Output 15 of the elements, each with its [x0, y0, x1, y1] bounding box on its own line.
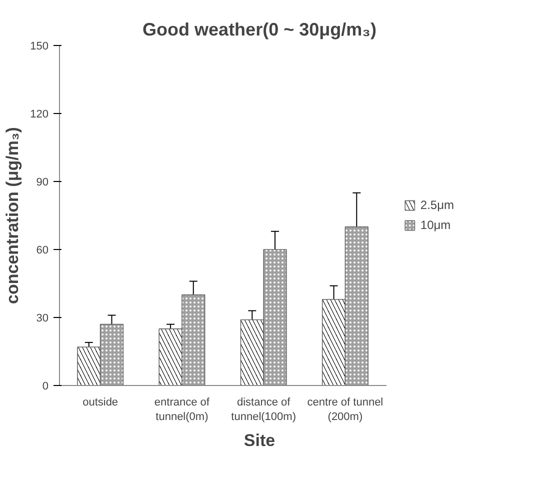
y-tick-label: 150 [30, 40, 49, 52]
x-tick-label: centre of tunnel (200m) [307, 396, 384, 423]
x-tick-label: entrance of tunnel(0m) [154, 396, 210, 423]
x-tick-label: outside [82, 396, 118, 408]
y-tick-label: 30 [36, 312, 49, 324]
chart-title: Good weather(0 ~ 30μg/m₃) [142, 20, 376, 40]
y-tick-label: 0 [42, 380, 49, 392]
y-axis-title: concentration (μg/m₃) [3, 127, 22, 304]
legend-label: 10μm [420, 218, 451, 232]
x-axis-title: Site [244, 430, 276, 450]
x-tick-label: distance of tunnel(100m) [231, 396, 296, 423]
y-tick-label: 120 [30, 108, 49, 120]
y-tick-label: 60 [36, 244, 49, 256]
y-tick-label: 90 [36, 176, 49, 188]
legend-label: 2.5μm [420, 198, 454, 212]
